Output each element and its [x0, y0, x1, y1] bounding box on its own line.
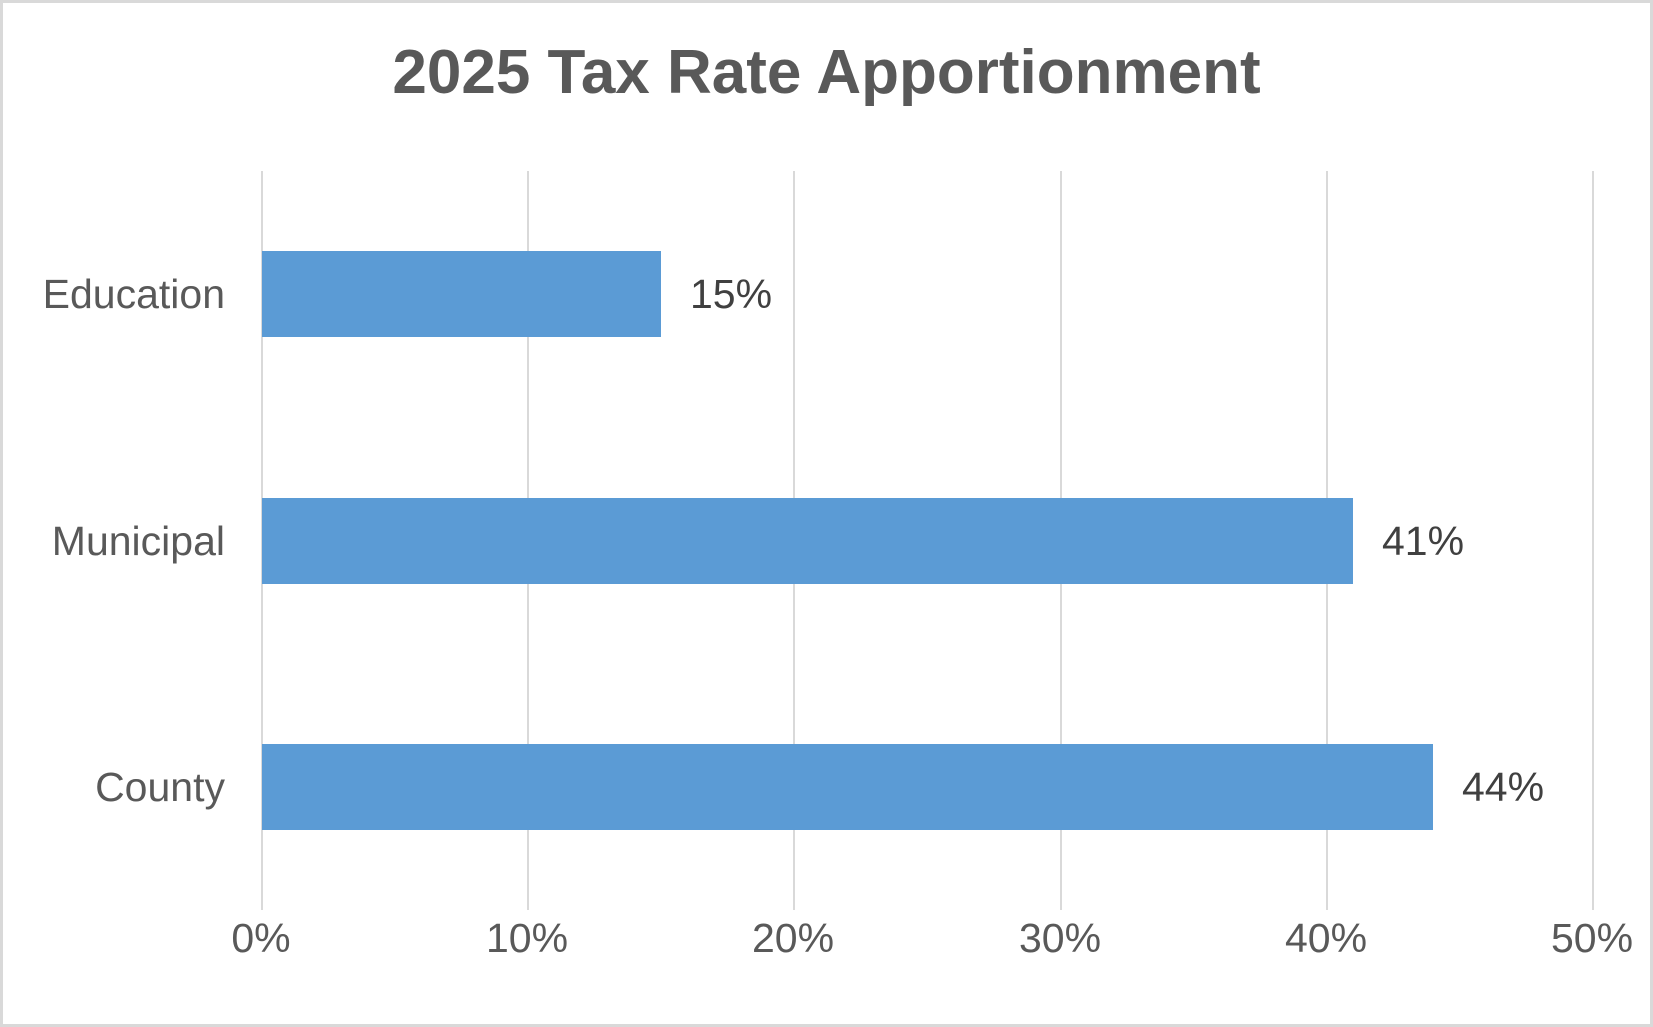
bar-education: [262, 251, 661, 337]
category-label-municipal: Municipal: [51, 518, 225, 564]
category-label-education: Education: [42, 271, 225, 317]
x-axis-tick-0%: 0%: [231, 915, 291, 961]
value-label-municipal: 41%: [1382, 518, 1465, 564]
x-axis-tick-10%: 10%: [485, 915, 569, 961]
gridline-50%: [1592, 171, 1594, 910]
chart-title: 2025 Tax Rate Apportionment: [392, 38, 1261, 107]
value-label-education: 15%: [690, 271, 773, 317]
bar-county: [262, 744, 1433, 830]
x-axis-tick-20%: 20%: [751, 915, 835, 961]
x-axis-tick-30%: 30%: [1018, 915, 1102, 961]
value-label-county: 44%: [1462, 764, 1545, 810]
bar-municipal: [262, 498, 1353, 584]
x-axis-tick-40%: 40%: [1284, 915, 1368, 961]
category-label-county: County: [95, 764, 225, 810]
x-axis-tick-50%: 50%: [1550, 915, 1634, 961]
